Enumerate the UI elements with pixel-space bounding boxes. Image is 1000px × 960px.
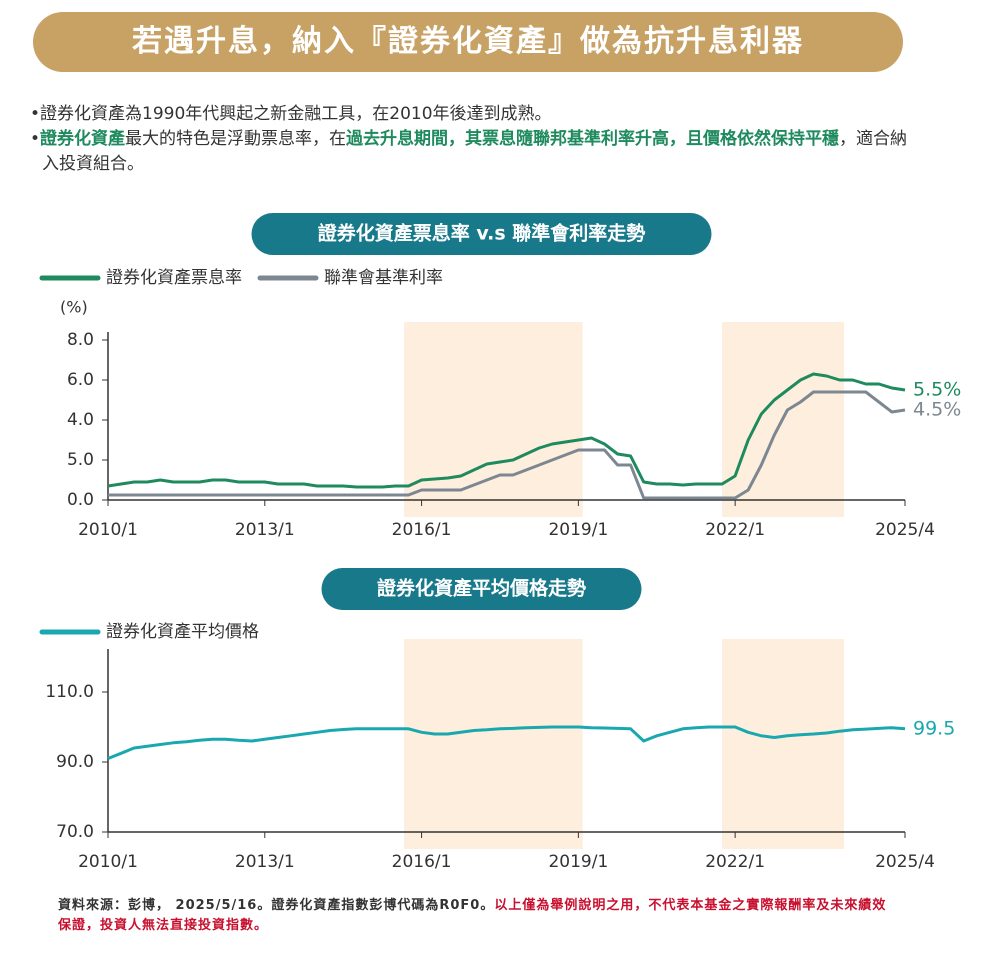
y-tick-label: 8.0 (67, 330, 94, 350)
series-line (108, 390, 906, 500)
x-tick-label: 2022/1 (705, 852, 765, 872)
y-tick-label: 0.0 (67, 490, 94, 510)
shaded-period (722, 639, 845, 849)
text-segment: 證券化資產為1990年代興起之新金融工具，在2010年後達到成熟。 (40, 104, 552, 124)
shaded-period (404, 639, 583, 849)
chart-title-pill (321, 568, 642, 610)
text-segment: 以上僅為舉例說明之用，不代表本基金之實際報酬率及未來績效保證，投資人無法直接投資… (58, 898, 887, 933)
chart-title-pill (251, 213, 712, 255)
x-tick-label: 2016/1 (392, 520, 452, 540)
y-tick-label: 4.0 (67, 410, 94, 430)
text-segment: 過去升息期間，其票息隨聯邦基準利率升高，且價格依然保持平穩 (346, 129, 840, 149)
x-tick-label: 2025/4 (875, 520, 935, 540)
banner-title: 若遇升息，納入『證券化資產』做為抗升息利器 (33, 12, 903, 72)
chart-title: 證券化資產票息率 v.s 聯準會利率走勢 (318, 222, 646, 245)
y-tick-label: 70.0 (56, 822, 94, 842)
bullet: 證券化資產最大的特色是浮動票息率，在過去升息期間，其票息隨聯邦基準利率升高，且價… (30, 127, 910, 177)
y-tick-label: 6.0 (67, 370, 94, 390)
text-segment: 證券化資產 (40, 129, 126, 149)
x-tick-label: 2013/1 (235, 520, 295, 540)
bullet: 證券化資產為1990年代興起之新金融工具，在2010年後達到成熟。 (30, 102, 910, 127)
x-tick-label: 2025/4 (875, 852, 935, 872)
legend-label: 聯準會基準利率 (324, 268, 443, 288)
end-label: 99.5 (913, 717, 955, 739)
y-tick-label: 110.0 (45, 682, 94, 702)
series-line (107, 372, 906, 489)
end-label: 5.5% (913, 379, 961, 401)
bullets: 證券化資產為1990年代興起之新金融工具，在2010年後達到成熟。證券化資產最大… (30, 102, 910, 177)
x-tick-label: 2010/1 (78, 520, 138, 540)
x-tick-label: 2022/1 (705, 520, 765, 540)
x-tick-label: 2019/1 (548, 520, 608, 540)
x-tick-label: 2013/1 (235, 852, 295, 872)
y-axis-label: (%) (60, 298, 88, 317)
y-tick-label: 5.0 (67, 450, 94, 470)
x-tick-label: 2010/1 (78, 852, 138, 872)
text-segment: 最大的特色是浮動票息率，在 (125, 129, 347, 149)
x-tick-label: 2016/1 (392, 852, 452, 872)
legend-label: 證券化資產票息率 (106, 268, 242, 288)
text-segment: 資料來源：彭博， 2025/5/16。證券化資產指數彭博代碼為R0F0。 (58, 898, 495, 913)
text-segment: ，適合納入投資組合。 (42, 129, 908, 174)
legend-label: 證券化資產平均價格 (106, 622, 259, 642)
chart-title: 證券化資產平均價格走勢 (377, 577, 586, 600)
y-tick-label: 90.0 (56, 752, 94, 772)
shaded-period (404, 322, 583, 517)
x-tick-label: 2019/1 (548, 852, 608, 872)
series-line (107, 725, 906, 760)
end-label: 4.5% (913, 399, 961, 421)
source-note: 資料來源：彭博， 2025/5/16。證券化資產指數彭博代碼為R0F0。以上僅為… (58, 896, 898, 936)
